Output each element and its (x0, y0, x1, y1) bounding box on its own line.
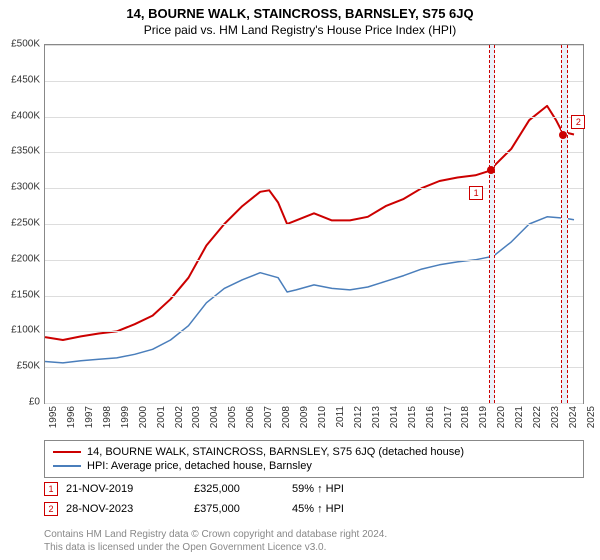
legend-box: 14, BOURNE WALK, STAINCROSS, BARNSLEY, S… (44, 440, 584, 478)
sale-point-1 (487, 166, 495, 174)
sale-price: £375,000 (194, 503, 284, 515)
xtick-label: 2018 (460, 406, 471, 428)
footer-text: Contains HM Land Registry data © Crown c… (44, 528, 584, 554)
xtick-label: 2005 (227, 406, 238, 428)
legend-swatch (53, 451, 81, 453)
sale-point-2 (559, 131, 567, 139)
xtick-label: 2017 (443, 406, 454, 428)
grid-line (45, 296, 583, 297)
sale-marker: 2 (44, 502, 58, 516)
ytick-label: £50K (17, 361, 40, 372)
xtick-label: 2024 (568, 406, 579, 428)
sale-date: 28-NOV-2023 (66, 503, 186, 515)
legend-item-property: 14, BOURNE WALK, STAINCROSS, BARNSLEY, S… (53, 445, 575, 459)
xtick-label: 2001 (156, 406, 167, 428)
xtick-label: 2023 (550, 406, 561, 428)
xtick-label: 2015 (407, 406, 418, 428)
xtick-label: 2025 (586, 406, 597, 428)
ytick-label: £500K (11, 39, 40, 50)
grid-line (45, 367, 583, 368)
xtick-label: 2012 (353, 406, 364, 428)
xtick-label: 1996 (66, 406, 77, 428)
xtick-label: 2002 (174, 406, 185, 428)
xtick-label: 2021 (514, 406, 525, 428)
ytick-label: £400K (11, 110, 40, 121)
highlight-band (489, 45, 495, 403)
xtick-label: 2004 (209, 406, 220, 428)
xtick-label: 2003 (191, 406, 202, 428)
grid-line (45, 224, 583, 225)
ytick-label: £300K (11, 182, 40, 193)
sale-diff: 45% ↑ HPI (292, 503, 584, 515)
ytick-label: £450K (11, 74, 40, 85)
xtick-label: 2020 (496, 406, 507, 428)
sale-price: £325,000 (194, 483, 284, 495)
sale-row: 2 28-NOV-2023 £375,000 45% ↑ HPI (44, 502, 584, 516)
sale-marker-box-1: 1 (469, 186, 483, 200)
ytick-label: £350K (11, 146, 40, 157)
grid-line (45, 260, 583, 261)
grid-line (45, 81, 583, 82)
grid-line (45, 188, 583, 189)
chart-subtitle: Price paid vs. HM Land Registry's House … (0, 21, 600, 41)
ytick-label: £100K (11, 325, 40, 336)
chart-title: 14, BOURNE WALK, STAINCROSS, BARNSLEY, S… (0, 0, 600, 21)
ytick-label: £250K (11, 218, 40, 229)
xtick-label: 1997 (84, 406, 95, 428)
sale-row: 1 21-NOV-2019 £325,000 59% ↑ HPI (44, 482, 584, 496)
xtick-label: 1999 (120, 406, 131, 428)
sale-marker: 1 (44, 482, 58, 496)
xtick-label: 2019 (478, 406, 489, 428)
sale-marker-box-2: 2 (571, 115, 585, 129)
grid-line (45, 152, 583, 153)
plot-area: 12 (44, 44, 584, 404)
xtick-label: 1998 (102, 406, 113, 428)
ytick-label: £200K (11, 253, 40, 264)
xtick-label: 2010 (317, 406, 328, 428)
xtick-label: 2009 (299, 406, 310, 428)
xtick-label: 2006 (245, 406, 256, 428)
legend-label: HPI: Average price, detached house, Barn… (87, 460, 312, 472)
chart-container: 14, BOURNE WALK, STAINCROSS, BARNSLEY, S… (0, 0, 600, 560)
grid-line (45, 117, 583, 118)
legend-item-hpi: HPI: Average price, detached house, Barn… (53, 459, 575, 473)
xtick-label: 2000 (138, 406, 149, 428)
xtick-label: 2014 (389, 406, 400, 428)
xtick-label: 2008 (281, 406, 292, 428)
footer-line-2: This data is licensed under the Open Gov… (44, 541, 584, 554)
legend-swatch (53, 465, 81, 467)
grid-line (45, 331, 583, 332)
xtick-label: 2011 (335, 406, 346, 428)
xtick-label: 1995 (48, 406, 59, 428)
ytick-label: £150K (11, 289, 40, 300)
xtick-label: 2013 (371, 406, 382, 428)
footer-line-1: Contains HM Land Registry data © Crown c… (44, 528, 584, 541)
ytick-label: £0 (29, 397, 40, 408)
grid-line (45, 403, 583, 404)
sale-date: 21-NOV-2019 (66, 483, 186, 495)
xtick-label: 2022 (532, 406, 543, 428)
sale-diff: 59% ↑ HPI (292, 483, 584, 495)
xtick-label: 2007 (263, 406, 274, 428)
xtick-label: 2016 (425, 406, 436, 428)
highlight-band (561, 45, 568, 403)
legend-label: 14, BOURNE WALK, STAINCROSS, BARNSLEY, S… (87, 446, 464, 458)
grid-line (45, 45, 583, 46)
